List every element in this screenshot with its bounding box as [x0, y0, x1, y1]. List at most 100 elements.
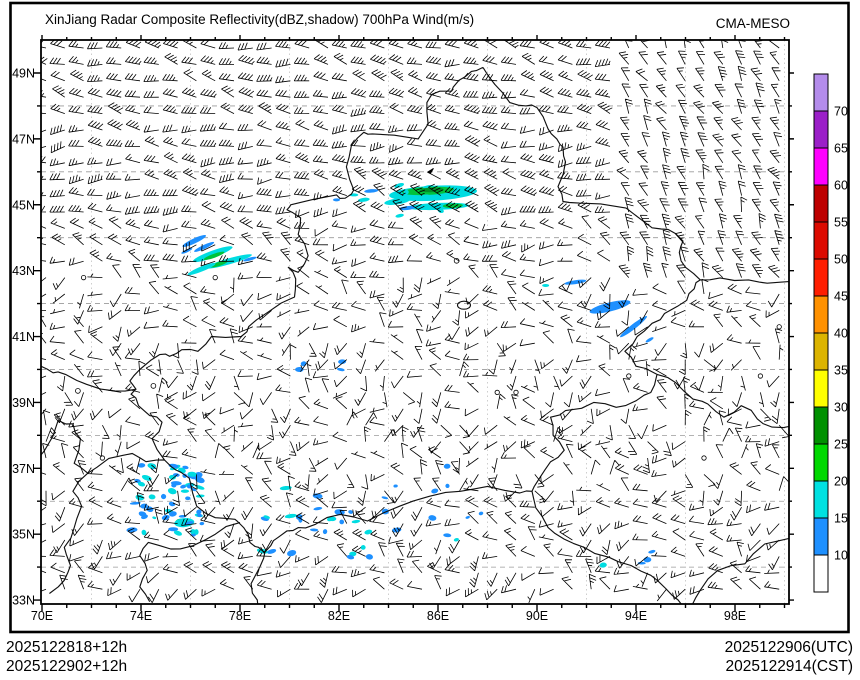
reflectivity-speckle [393, 484, 398, 488]
colorbar-segment [813, 332, 829, 371]
reflectivity-echo [187, 262, 216, 276]
colorbar-tick-label: 60 [834, 179, 848, 193]
reflectivity-speckle [182, 465, 189, 470]
reflectivity-speckle [126, 527, 138, 533]
x-axis-tick-label: 70E [31, 609, 53, 623]
colorbar-tick-label: 40 [834, 327, 848, 341]
colorbar-segment [813, 480, 829, 519]
reflectivity-echo [284, 513, 297, 519]
y-axis-tick-label: 35N [12, 528, 35, 542]
colorbar-segment [813, 554, 829, 593]
reflectivity-speckle [381, 496, 389, 500]
y-axis-tick-label: 45N [12, 198, 35, 212]
reflectivity-speckle [160, 493, 167, 500]
reflectivity-speckle [351, 519, 361, 524]
reflectivity-speckle [148, 494, 156, 500]
reflectivity-speckle [437, 208, 444, 214]
init-time-line1: 2025122818+12h [6, 639, 127, 656]
reflectivity-speckle [348, 510, 354, 514]
reflectivity-speckle [194, 529, 199, 535]
reflectivity-speckle [648, 549, 656, 554]
boundary-line [691, 537, 789, 604]
reflectivity-speckle [418, 194, 430, 199]
reflectivity-speckle [180, 484, 187, 489]
reflectivity-echo [243, 256, 257, 262]
reflectivity-speckle [171, 483, 177, 488]
reflectivity-speckle [346, 554, 355, 560]
reflectivity-speckle [180, 489, 190, 493]
reflectivity-speckle [129, 501, 141, 505]
y-axis-tick-label: 43N [12, 264, 35, 278]
reflectivity-speckle [453, 537, 459, 542]
reflectivity-echo [174, 518, 195, 528]
x-axis-tick-label: 78E [229, 609, 251, 623]
init-time-line2: 2025122902+12h [6, 658, 127, 675]
reflectivity-speckle [349, 551, 357, 557]
reflectivity-echo [210, 260, 228, 268]
reflectivity-speckle [364, 529, 373, 535]
x-axis-tick-label: 94E [625, 609, 647, 623]
valid-time-cst: 2025122914(CST) [725, 658, 853, 675]
boundary-line [700, 277, 789, 284]
reflectivity-speckle [394, 182, 405, 188]
reflectivity-speckle [196, 513, 202, 518]
reflectivity-speckle [167, 488, 177, 495]
lake-outline [456, 300, 472, 310]
colorbar-segment [813, 110, 829, 149]
boundary-line [41, 365, 137, 392]
colorbar-tick-label: 50 [834, 253, 848, 267]
colorbar-tick-label: 65 [834, 142, 848, 156]
wind-barbs-layer [41, 40, 789, 604]
reflectivity-speckle [141, 529, 147, 536]
reflectivity-shading-layer [126, 182, 656, 568]
wind-barbs-path [41, 40, 789, 604]
reflectivity-speckle [339, 519, 345, 525]
reflectivity-speckle [445, 483, 450, 489]
reflectivity-speckle [443, 533, 452, 538]
colorbar-segment [813, 295, 829, 334]
reflectivity-speckle [313, 507, 323, 511]
reflectivity-speckle [190, 529, 196, 535]
x-axis-tick-label: 74E [130, 609, 152, 623]
reflectivity-speckle [267, 548, 277, 554]
colorbar-segment [813, 258, 829, 297]
reflectivity-speckle [141, 514, 148, 520]
y-axis-tick-label: 37N [12, 462, 35, 476]
reflectivity-speckle [195, 485, 205, 490]
reflectivity-speckle [169, 511, 177, 517]
reflectivity-echo [182, 235, 207, 247]
reflectivity-speckle [152, 516, 157, 520]
x-axis-tick-label: 82E [328, 609, 350, 623]
reflectivity-echo [645, 337, 654, 343]
reflectivity-speckle [263, 515, 270, 519]
colorbar-tick-label: 35 [834, 364, 848, 378]
reflectivity-speckle [360, 545, 366, 550]
reflectivity-speckle [196, 509, 202, 515]
chart-title: XinJiang Radar Composite Reflectivity(dB… [45, 12, 474, 27]
reflectivity-speckle [336, 367, 345, 372]
reflectivity-echo [364, 189, 379, 193]
reflectivity-speckle [365, 554, 373, 560]
y-axis-tick-label: 33N [12, 594, 35, 608]
colorbar-tick-label: 30 [834, 401, 848, 415]
reflectivity-echo [279, 485, 292, 491]
boundary-line [139, 522, 241, 602]
reflectivity-speckle [137, 463, 146, 468]
reflectivity-speckle [184, 521, 194, 525]
reflectivity-speckle [428, 515, 437, 521]
x-axis-tick-label: 86E [427, 609, 449, 623]
reflectivity-echo [399, 205, 416, 211]
reflectivity-speckle [326, 516, 333, 522]
reflectivity-speckle [185, 496, 191, 501]
axes-frame [34, 35, 794, 611]
colorbar-segment [813, 73, 829, 112]
reflectivity-echo [181, 247, 193, 254]
colorbar-segment [813, 221, 829, 260]
colorbar-segment [813, 517, 829, 556]
boundary-line [656, 373, 789, 429]
reflectivity-echo [203, 251, 225, 261]
reflectivity-speckle [338, 359, 347, 365]
reflectivity-speckle [478, 511, 484, 516]
reflectivity-echo [620, 315, 648, 338]
